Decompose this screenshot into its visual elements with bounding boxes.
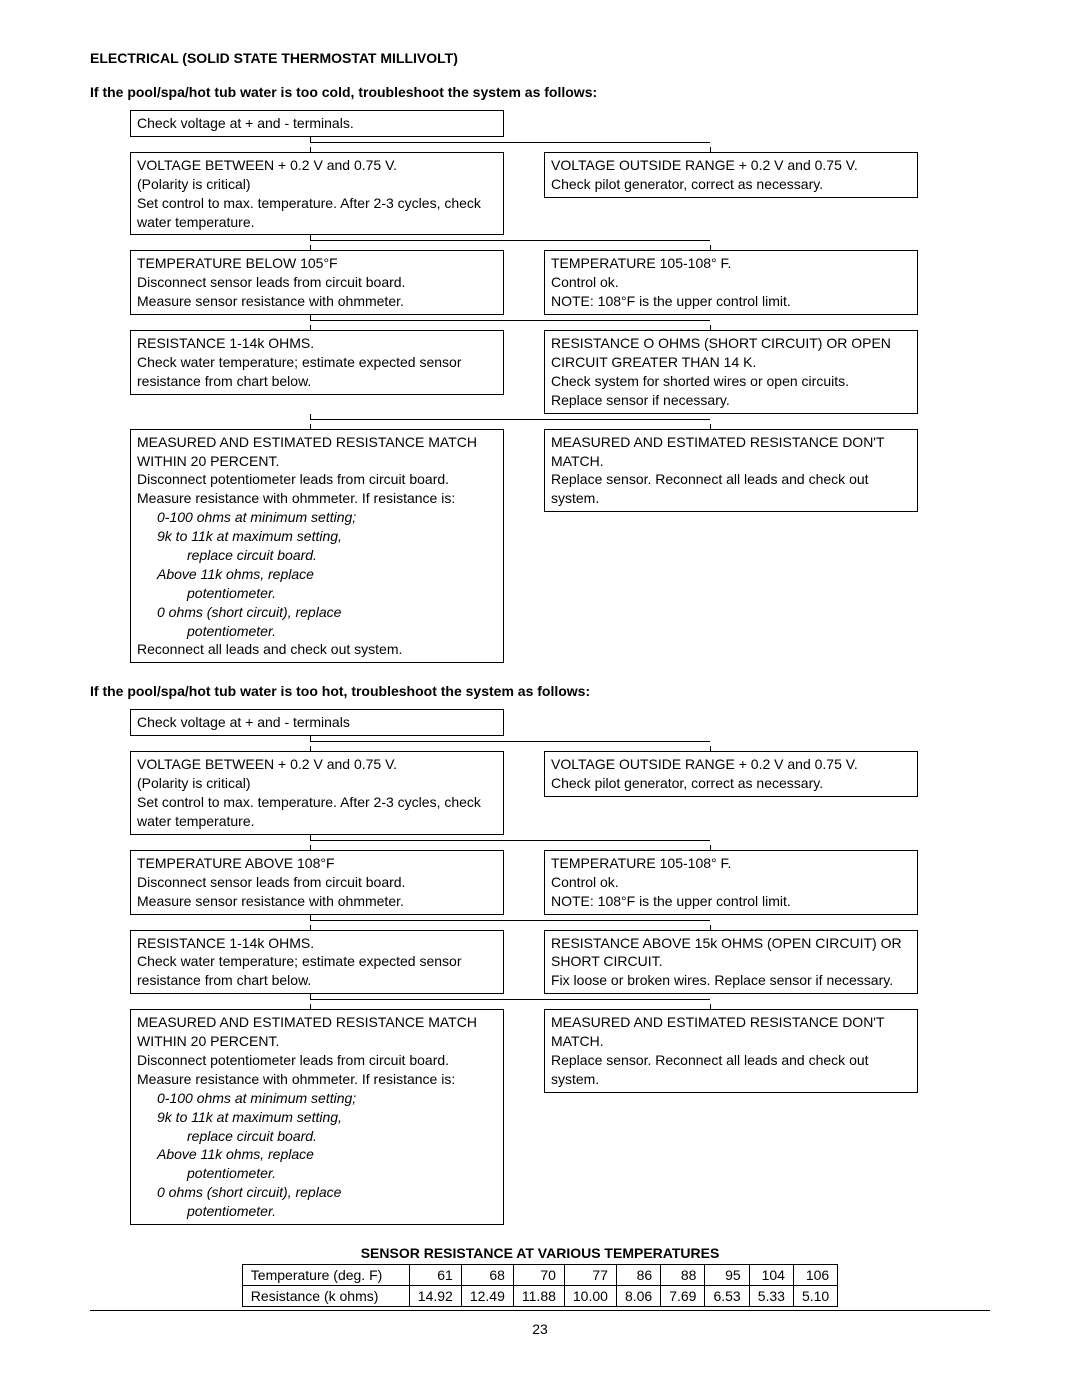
cold-step5-i3: replace circuit board. <box>137 546 497 565</box>
hot-step4-left: RESISTANCE 1-14k OHMS. Check water tempe… <box>130 930 504 995</box>
heading-cold: If the pool/spa/hot tub water is too col… <box>90 84 990 100</box>
table-title: SENSOR RESISTANCE AT VARIOUS TEMPERATURE… <box>90 1245 990 1261</box>
hot-step3-right: TEMPERATURE 105-108° F. Control ok. NOTE… <box>544 850 918 915</box>
hot-step1: Check voltage at + and - terminals <box>130 709 504 736</box>
res-cell: 5.10 <box>793 1285 837 1306</box>
cold-step1: Check voltage at + and - terminals. <box>130 110 504 137</box>
temp-cell: 88 <box>661 1264 705 1285</box>
hot-step5-i3: replace circuit board. <box>137 1127 497 1146</box>
hot-step4-right: RESISTANCE ABOVE 15k OHMS (OPEN CIRCUIT)… <box>544 930 918 995</box>
temp-cell: 77 <box>564 1264 616 1285</box>
cold-step3-right: TEMPERATURE 105-108° F. Control ok. NOTE… <box>544 250 918 315</box>
temp-cell: 104 <box>749 1264 793 1285</box>
heading-hot: If the pool/spa/hot tub water is too hot… <box>90 683 990 699</box>
res-cell: 8.06 <box>616 1285 660 1306</box>
hot-step5-i5: potentiometer. <box>137 1164 497 1183</box>
cold-step5-right: MEASURED AND ESTIMATED RESISTANCE DON'T … <box>544 429 918 513</box>
page-number: 23 <box>90 1321 990 1337</box>
temp-cell: 95 <box>705 1264 749 1285</box>
res-label: Resistance (k ohms) <box>242 1285 409 1306</box>
cold-step5-i4: Above 11k ohms, replace <box>137 565 497 584</box>
footer-rule <box>90 1310 990 1311</box>
hot-step5-i7: potentiometer. <box>137 1202 497 1221</box>
temp-cell: 61 <box>409 1264 461 1285</box>
table-row-temp: Temperature (deg. F) 61 68 70 77 86 88 9… <box>242 1264 837 1285</box>
temp-cell: 68 <box>461 1264 513 1285</box>
res-cell: 12.49 <box>461 1285 513 1306</box>
res-cell: 11.88 <box>513 1285 564 1306</box>
cold-step5-left-top: MEASURED AND ESTIMATED RESISTANCE MATCH … <box>137 433 497 509</box>
temp-cell: 86 <box>616 1264 660 1285</box>
hot-step5-right: MEASURED AND ESTIMATED RESISTANCE DON'T … <box>544 1009 918 1093</box>
cold-step5-bottom: Reconnect all leads and check out system… <box>137 640 497 659</box>
cold-step4-right: RESISTANCE O OHMS (SHORT CIRCUIT) OR OPE… <box>544 330 918 414</box>
cold-step5-i1: 0-100 ohms at minimum setting; <box>137 508 497 527</box>
cold-step4-left: RESISTANCE 1-14k OHMS. Check water tempe… <box>130 330 504 395</box>
hot-step2-right: VOLTAGE OUTSIDE RANGE + 0.2 V and 0.75 V… <box>544 751 918 797</box>
page-title: ELECTRICAL (SOLID STATE THERMOSTAT MILLI… <box>90 50 990 66</box>
temp-label: Temperature (deg. F) <box>242 1264 409 1285</box>
cold-step2-right: VOLTAGE OUTSIDE RANGE + 0.2 V and 0.75 V… <box>544 152 918 198</box>
hot-step2-left: VOLTAGE BETWEEN + 0.2 V and 0.75 V. (Pol… <box>130 751 504 835</box>
hot-step5-i4: Above 11k ohms, replace <box>137 1145 497 1164</box>
cold-step2-left: VOLTAGE BETWEEN + 0.2 V and 0.75 V. (Pol… <box>130 152 504 236</box>
cold-step5-i7: potentiometer. <box>137 622 497 641</box>
hot-step5-i2: 9k to 11k at maximum setting, <box>137 1108 497 1127</box>
res-cell: 7.69 <box>661 1285 705 1306</box>
cold-step5-i5: potentiometer. <box>137 584 497 603</box>
hot-step5-left: MEASURED AND ESTIMATED RESISTANCE MATCH … <box>130 1009 504 1225</box>
table-row-res: Resistance (k ohms) 14.92 12.49 11.88 10… <box>242 1285 837 1306</box>
hot-step5-left-top: MEASURED AND ESTIMATED RESISTANCE MATCH … <box>137 1013 497 1089</box>
res-cell: 14.92 <box>409 1285 461 1306</box>
res-cell: 6.53 <box>705 1285 749 1306</box>
res-cell: 10.00 <box>564 1285 616 1306</box>
temp-cell: 70 <box>513 1264 564 1285</box>
cold-step5-i6: 0 ohms (short circuit), replace <box>137 603 497 622</box>
cold-step5-i2: 9k to 11k at maximum setting, <box>137 527 497 546</box>
hot-step3-left: TEMPERATURE ABOVE 108°F Disconnect senso… <box>130 850 504 915</box>
hot-step5-i6: 0 ohms (short circuit), replace <box>137 1183 497 1202</box>
flowchart-hot: Check voltage at + and - terminals VOLTA… <box>130 709 990 1225</box>
hot-step5-i1: 0-100 ohms at minimum setting; <box>137 1089 497 1108</box>
cold-step5-left: MEASURED AND ESTIMATED RESISTANCE MATCH … <box>130 429 504 664</box>
res-cell: 5.33 <box>749 1285 793 1306</box>
resistance-table: Temperature (deg. F) 61 68 70 77 86 88 9… <box>242 1264 838 1307</box>
cold-step3-left: TEMPERATURE BELOW 105°F Disconnect senso… <box>130 250 504 315</box>
temp-cell: 106 <box>793 1264 837 1285</box>
flowchart-cold: Check voltage at + and - terminals. VOLT… <box>130 110 990 663</box>
